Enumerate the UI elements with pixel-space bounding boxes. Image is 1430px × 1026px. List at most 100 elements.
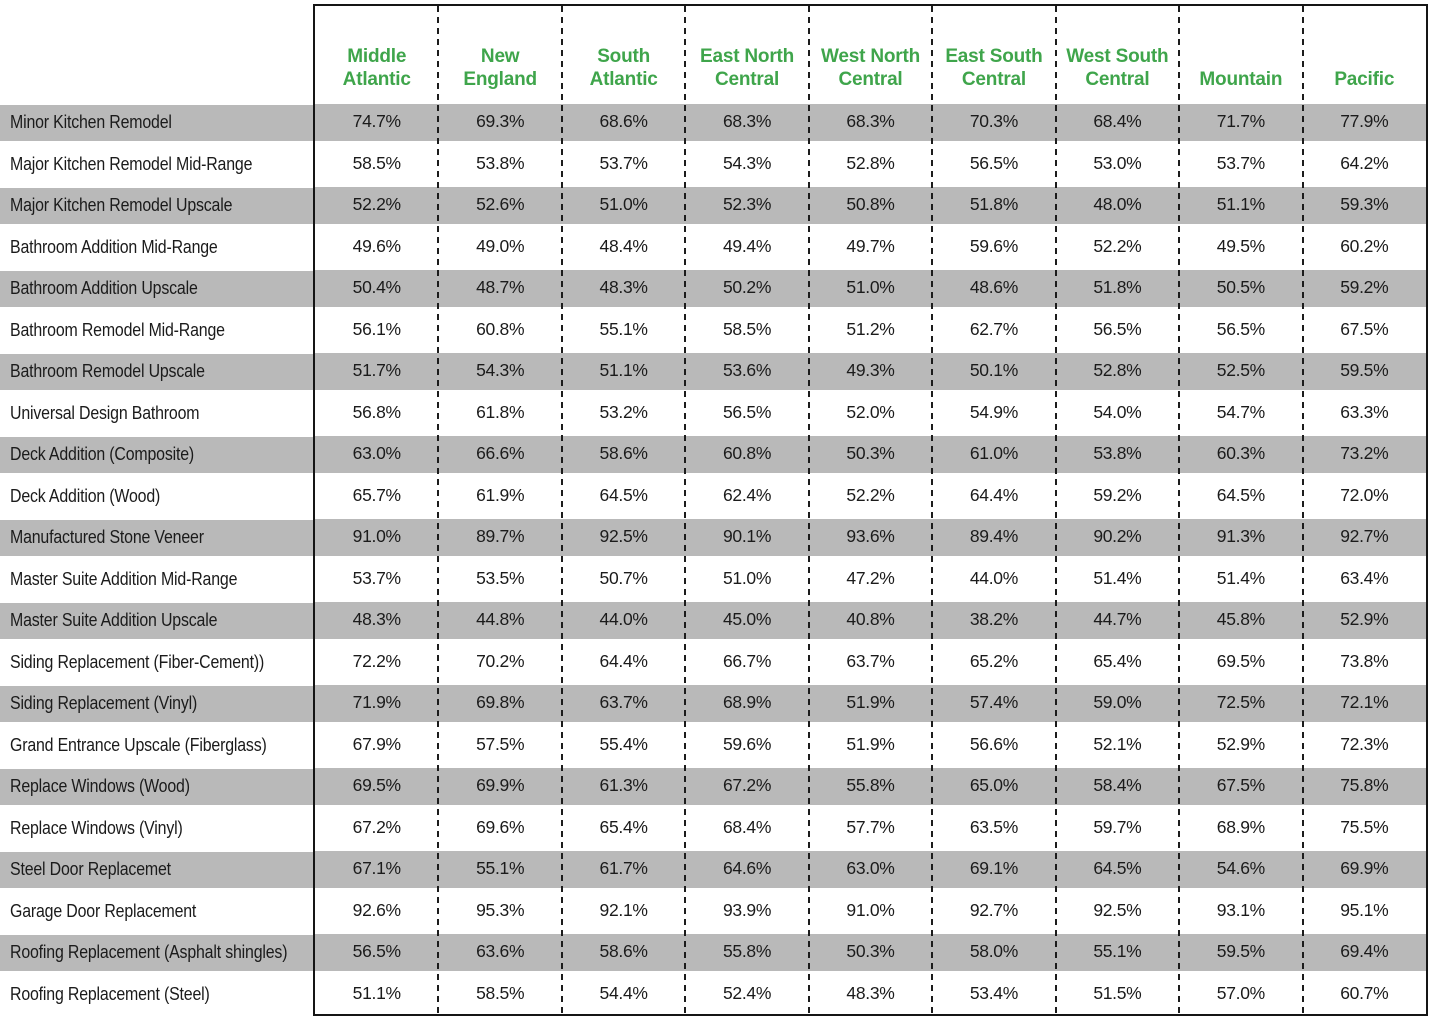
value-cell: 58.5% bbox=[476, 982, 525, 1003]
value-cell: 58.6% bbox=[599, 443, 648, 464]
value-cell: 68.4% bbox=[1093, 111, 1142, 132]
row-label: Roofing Replacement (Asphalt shingles) bbox=[0, 931, 313, 973]
value-cell: 52.5% bbox=[1216, 360, 1265, 381]
value-cell: 63.7% bbox=[846, 650, 895, 671]
value-cell: 51.0% bbox=[722, 567, 772, 588]
value-cell: 67.2% bbox=[352, 816, 401, 837]
value-cell: 44.7% bbox=[1093, 609, 1142, 630]
value-cell: 50.8% bbox=[846, 194, 895, 215]
value-cell: 95.3% bbox=[476, 899, 525, 920]
row-label-text: Replace Windows (Wood) bbox=[10, 775, 190, 797]
value-cell: 61.3% bbox=[599, 775, 648, 796]
row-label: Roofing Replacement (Steel) bbox=[0, 973, 313, 1015]
value-cell: 52.2% bbox=[1093, 235, 1142, 256]
value-cell: 52.6% bbox=[476, 194, 525, 215]
column-header: Middle Atlantic bbox=[342, 46, 411, 90]
value-cell: 56.5% bbox=[1216, 318, 1265, 339]
column-header: East South Central bbox=[945, 46, 1043, 90]
value-cell: 48.0% bbox=[1093, 194, 1142, 215]
value-cell: 56.5% bbox=[352, 941, 401, 962]
value-cell: 52.9% bbox=[1340, 609, 1389, 630]
value-cell: 60.7% bbox=[1340, 982, 1389, 1003]
value-cell: 52.2% bbox=[846, 484, 895, 505]
value-cell: 53.6% bbox=[722, 360, 772, 381]
value-cell: 66.7% bbox=[722, 650, 772, 671]
table-row: 91.0% 89.7% 92.5% 90.1% 93.6% 89.4% 90.2% 91.3%… bbox=[315, 516, 1426, 558]
value-cell: 56.5% bbox=[969, 152, 1018, 173]
value-cell: 92.5% bbox=[599, 526, 648, 547]
column-header: East North Central bbox=[700, 46, 795, 90]
value-cell: 49.5% bbox=[1216, 235, 1265, 256]
value-cell: 53.0% bbox=[1093, 152, 1142, 173]
value-cell: 58.4% bbox=[1093, 775, 1142, 796]
value-cell: 55.1% bbox=[599, 318, 648, 339]
value-cell: 91.0% bbox=[352, 526, 401, 547]
row-label-text: Manufactured Stone Veneer bbox=[10, 526, 204, 548]
table-row: 53.7% 53.5% 50.7% 51.0% 47.2% 44.0% 51.4% 51.4%… bbox=[315, 558, 1426, 600]
row-label: Grand Entrance Upscale (Fiberglass) bbox=[0, 724, 313, 766]
value-cell: 60.8% bbox=[722, 443, 772, 464]
value-cell: 51.9% bbox=[846, 733, 895, 754]
value-cell: 59.2% bbox=[1340, 277, 1389, 298]
value-cell: 68.4% bbox=[722, 816, 772, 837]
value-cell: 69.4% bbox=[1340, 941, 1389, 962]
value-cell: 59.5% bbox=[1340, 360, 1389, 381]
value-cell: 45.0% bbox=[722, 609, 772, 630]
value-cell: 68.3% bbox=[722, 111, 772, 132]
value-cell: 49.6% bbox=[352, 235, 401, 256]
value-cell: 60.3% bbox=[1216, 443, 1265, 464]
row-label-text: Deck Addition (Composite) bbox=[10, 443, 195, 465]
row-label-text: Bathroom Addition Upscale bbox=[10, 277, 198, 299]
value-cell: 65.0% bbox=[969, 775, 1018, 796]
value-cell: 67.5% bbox=[1216, 775, 1265, 796]
value-cell: 57.5% bbox=[476, 733, 525, 754]
value-cell: 51.1% bbox=[352, 982, 401, 1003]
value-cell: 56.5% bbox=[1093, 318, 1142, 339]
value-cell: 70.2% bbox=[476, 650, 525, 671]
value-cell: 50.1% bbox=[969, 360, 1018, 381]
value-cell: 52.8% bbox=[1093, 360, 1142, 381]
table-row: 69.5% 69.9% 61.3% 67.2% 55.8% 65.0% 58.4% 67.5%… bbox=[315, 765, 1426, 807]
value-cell: 72.1% bbox=[1340, 692, 1389, 713]
value-cell: 50.3% bbox=[846, 443, 895, 464]
value-cell: 59.6% bbox=[969, 235, 1018, 256]
value-cell: 56.5% bbox=[722, 401, 772, 422]
value-cell: 51.7% bbox=[352, 360, 401, 381]
value-cell: 49.4% bbox=[722, 235, 772, 256]
value-cell: 51.2% bbox=[846, 318, 895, 339]
value-cell: 69.6% bbox=[476, 816, 525, 837]
value-cell: 92.6% bbox=[352, 899, 401, 920]
value-cell: 91.0% bbox=[846, 899, 895, 920]
value-cell: 59.3% bbox=[1340, 194, 1389, 215]
value-cell: 56.8% bbox=[352, 401, 401, 422]
value-cell: 53.2% bbox=[599, 401, 648, 422]
value-cell: 59.7% bbox=[1093, 816, 1142, 837]
value-cell: 91.3% bbox=[1216, 526, 1265, 547]
value-cell: 92.7% bbox=[969, 899, 1018, 920]
value-cell: 63.4% bbox=[1340, 567, 1389, 588]
value-cell: 55.8% bbox=[722, 941, 772, 962]
value-cell: 61.8% bbox=[476, 401, 525, 422]
value-cell: 56.1% bbox=[352, 318, 401, 339]
value-cell: 95.1% bbox=[1340, 899, 1389, 920]
table-row: 67.9% 57.5% 55.4% 59.6% 51.9% 56.6% 52.1% 52.9%… bbox=[315, 724, 1426, 766]
value-cell: 63.5% bbox=[969, 816, 1018, 837]
row-label: Master Suite Addition Upscale bbox=[0, 599, 313, 641]
value-cell: 53.7% bbox=[1216, 152, 1265, 173]
value-cell: 53.8% bbox=[476, 152, 525, 173]
value-cell: 68.3% bbox=[846, 111, 895, 132]
value-cell: 68.9% bbox=[722, 692, 772, 713]
value-cell: 72.5% bbox=[1216, 692, 1265, 713]
value-cell: 69.5% bbox=[1216, 650, 1265, 671]
value-cell: 61.7% bbox=[599, 858, 648, 879]
value-cell: 65.4% bbox=[1093, 650, 1142, 671]
table-row: 56.1% 60.8% 55.1% 58.5% 51.2% 62.7% 56.5% 56.5%… bbox=[315, 309, 1426, 351]
value-cell: 74.7% bbox=[352, 111, 401, 132]
value-cell: 69.1% bbox=[969, 858, 1018, 879]
value-cell: 72.0% bbox=[1340, 484, 1389, 505]
value-cell: 60.2% bbox=[1340, 235, 1389, 256]
value-cell: 50.4% bbox=[352, 277, 401, 298]
value-cell: 54.3% bbox=[722, 152, 772, 173]
value-cell: 58.0% bbox=[969, 941, 1018, 962]
